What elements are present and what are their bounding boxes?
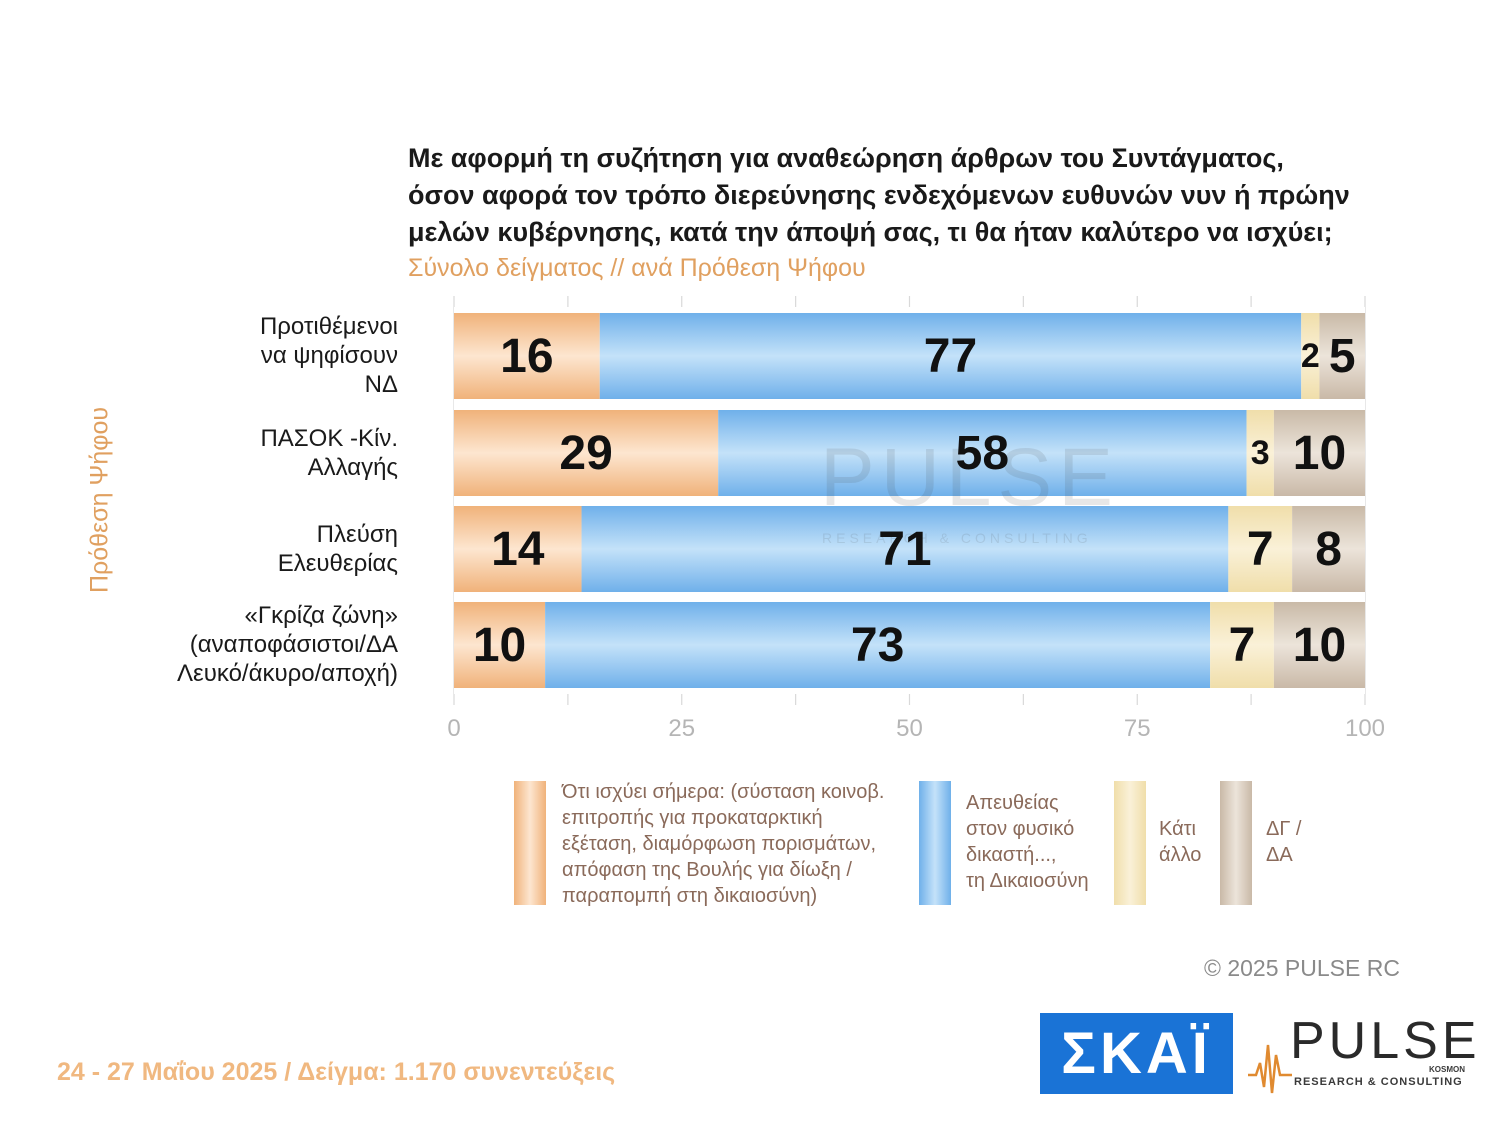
legend-line: τη Δικαιοσύνη: [966, 870, 1089, 892]
data-label: 73: [851, 619, 904, 672]
survey-footer: 24 - 27 Μαΐου 2025 / Δείγμα: 1.170 συνεν…: [57, 1058, 616, 1086]
bar-segment: [454, 313, 600, 399]
pulse-watermark: PULSE RESEARCH & CONSULTING: [820, 432, 1119, 546]
category-label-line: Λευκό/άκυρο/αποχή): [177, 660, 398, 687]
title-line: Με αφορμή τη συζήτηση για αναθεώρηση άρθ…: [408, 143, 1284, 173]
data-label: 8: [1315, 523, 1342, 576]
category-label-grey-zone: «Γκρίζα ζώνη» (αναποφάσιστοι/ΔΑ Λευκό/άκ…: [177, 601, 398, 688]
legend-swatch: [919, 781, 951, 905]
bar-segment: [454, 410, 719, 496]
skai-logo: ΣΚΑΪ: [1040, 1013, 1233, 1094]
category-label-line: «Γκρίζα ζώνη»: [244, 602, 398, 629]
data-label: 7: [1247, 523, 1274, 576]
pulse-logo-sub: RESEARCH & CONSULTING: [1294, 1076, 1463, 1088]
copyright: © 2025 PULSE RC: [1204, 955, 1400, 981]
chart-title: Με αφορμή τη συζήτηση για αναθεώρηση άρθ…: [408, 140, 1408, 251]
legend-swatch: [1114, 781, 1146, 905]
legend-line: δικαστή...,: [966, 844, 1057, 866]
bar-segment: [1292, 506, 1365, 592]
bar-segment: [1210, 602, 1274, 688]
x-tick-label: 25: [668, 715, 695, 742]
legend-line: Απευθείας: [966, 792, 1059, 814]
category-label-line: ΠΑΣΟΚ -Κίν.: [260, 425, 398, 452]
legend-text: ΔΓ / ΔΑ: [1266, 816, 1302, 868]
category-label-line: ΝΔ: [364, 371, 398, 398]
legend-swatch: [1220, 781, 1252, 905]
legend-text: Κάτι άλλο: [1159, 816, 1201, 868]
bar-segment: [581, 506, 1229, 592]
category-label-nd: Προτιθέμενοι να ψηφίσουν ΝΔ: [260, 312, 398, 399]
data-label: 2: [1301, 337, 1320, 375]
category-label-line: Αλλαγής: [307, 454, 398, 481]
data-label: 10: [1293, 619, 1346, 672]
legend-swatch: [514, 781, 546, 905]
category-label-line: Πλεύση: [316, 521, 398, 548]
category-label-plefsi: Πλεύση Ελευθερίας: [278, 520, 398, 578]
legend-line: ΔΑ: [1266, 844, 1293, 866]
pulse-logo-word: PULSE: [1290, 1012, 1481, 1070]
data-label: 29: [559, 427, 612, 480]
bar-segment: [1228, 506, 1293, 592]
pulse-logo-kosmon: KOSMON: [1429, 1065, 1465, 1074]
legend-line: Ότι ισχύει σήμερα: (σύσταση κοινοβ.: [562, 781, 885, 803]
title-line: όσον αφορά τον τρόπο διερεύνησης ενδεχόμ…: [408, 180, 1350, 210]
chart-subtitle: Σύνολο δείγματος // ανά Πρόθεση Ψήφου: [408, 254, 866, 282]
legend-line: απόφαση της Βουλής για δίωξη /: [562, 859, 852, 881]
data-label: 3: [1251, 434, 1270, 472]
bar-segment: [1246, 410, 1274, 496]
title-line: μελών κυβέρνησης, κατά την άποψή σας, τι…: [408, 217, 1333, 247]
watermark-word: PULSE: [820, 432, 1119, 523]
bar-segment: [454, 506, 582, 592]
data-label: 58: [956, 427, 1009, 480]
category-label-line: να ψηφίσουν: [260, 342, 398, 369]
category-label-line: Ελευθερίας: [277, 550, 398, 577]
data-label: 77: [924, 330, 977, 383]
bar-segment: [454, 602, 546, 688]
data-label: 7: [1229, 619, 1256, 672]
bar-segment: [545, 602, 1211, 688]
legend-text: Απευθείας στον φυσικό δικαστή..., τη Δικ…: [966, 790, 1089, 894]
x-tick-label: 100: [1345, 715, 1385, 742]
data-label: 16: [500, 330, 553, 383]
legend-line: παραπομπή στη δικαιοσύνη): [562, 885, 818, 907]
bar-segment: [1319, 313, 1365, 399]
legend-line: επιτροπής για προκαταρκτική: [562, 807, 823, 829]
x-tick-label: 50: [896, 715, 923, 742]
legend-line: στον φυσικό: [966, 818, 1075, 840]
bar-segment: [1301, 313, 1320, 399]
x-tick-label: 75: [1124, 715, 1151, 742]
data-label: 10: [473, 619, 526, 672]
category-label-line: Προτιθέμενοι: [259, 313, 398, 340]
stacked-bar-chart: PULSE RESEARCH & CONSULTING 16 77 2 529 58 3 1…: [447, 296, 1385, 742]
data-label: 71: [878, 523, 931, 576]
bar-segment: [718, 410, 1247, 496]
pulse-logo: PULSE KOSMON RESEARCH & CONSULTING: [1248, 1012, 1477, 1095]
category-label-line: (αναποφάσιστοι/ΔΑ: [189, 631, 398, 658]
legend-line: ΔΓ /: [1266, 818, 1302, 840]
x-tick-label: 0: [447, 715, 460, 742]
data-label: 14: [491, 523, 545, 576]
bar-segment: [1273, 410, 1365, 496]
pulse-wave-icon: [1248, 1044, 1292, 1094]
data-label: 5: [1329, 330, 1356, 383]
bar-segment: [1273, 602, 1365, 688]
legend-line: άλλο: [1159, 844, 1202, 866]
data-label: 10: [1293, 427, 1346, 480]
watermark-sub: RESEARCH & CONSULTING: [822, 530, 1092, 546]
legend-line: εξέταση, διαμόρφωση πορισμάτων,: [562, 833, 876, 855]
legend-line: Κάτι: [1159, 818, 1197, 840]
category-label-pasok: ΠΑΣΟΚ -Κίν. Αλλαγής: [260, 424, 398, 482]
legend-text: Ότι ισχύει σήμερα: (σύσταση κοινοβ. επιτ…: [562, 779, 884, 909]
bar-segment: [599, 313, 1302, 399]
